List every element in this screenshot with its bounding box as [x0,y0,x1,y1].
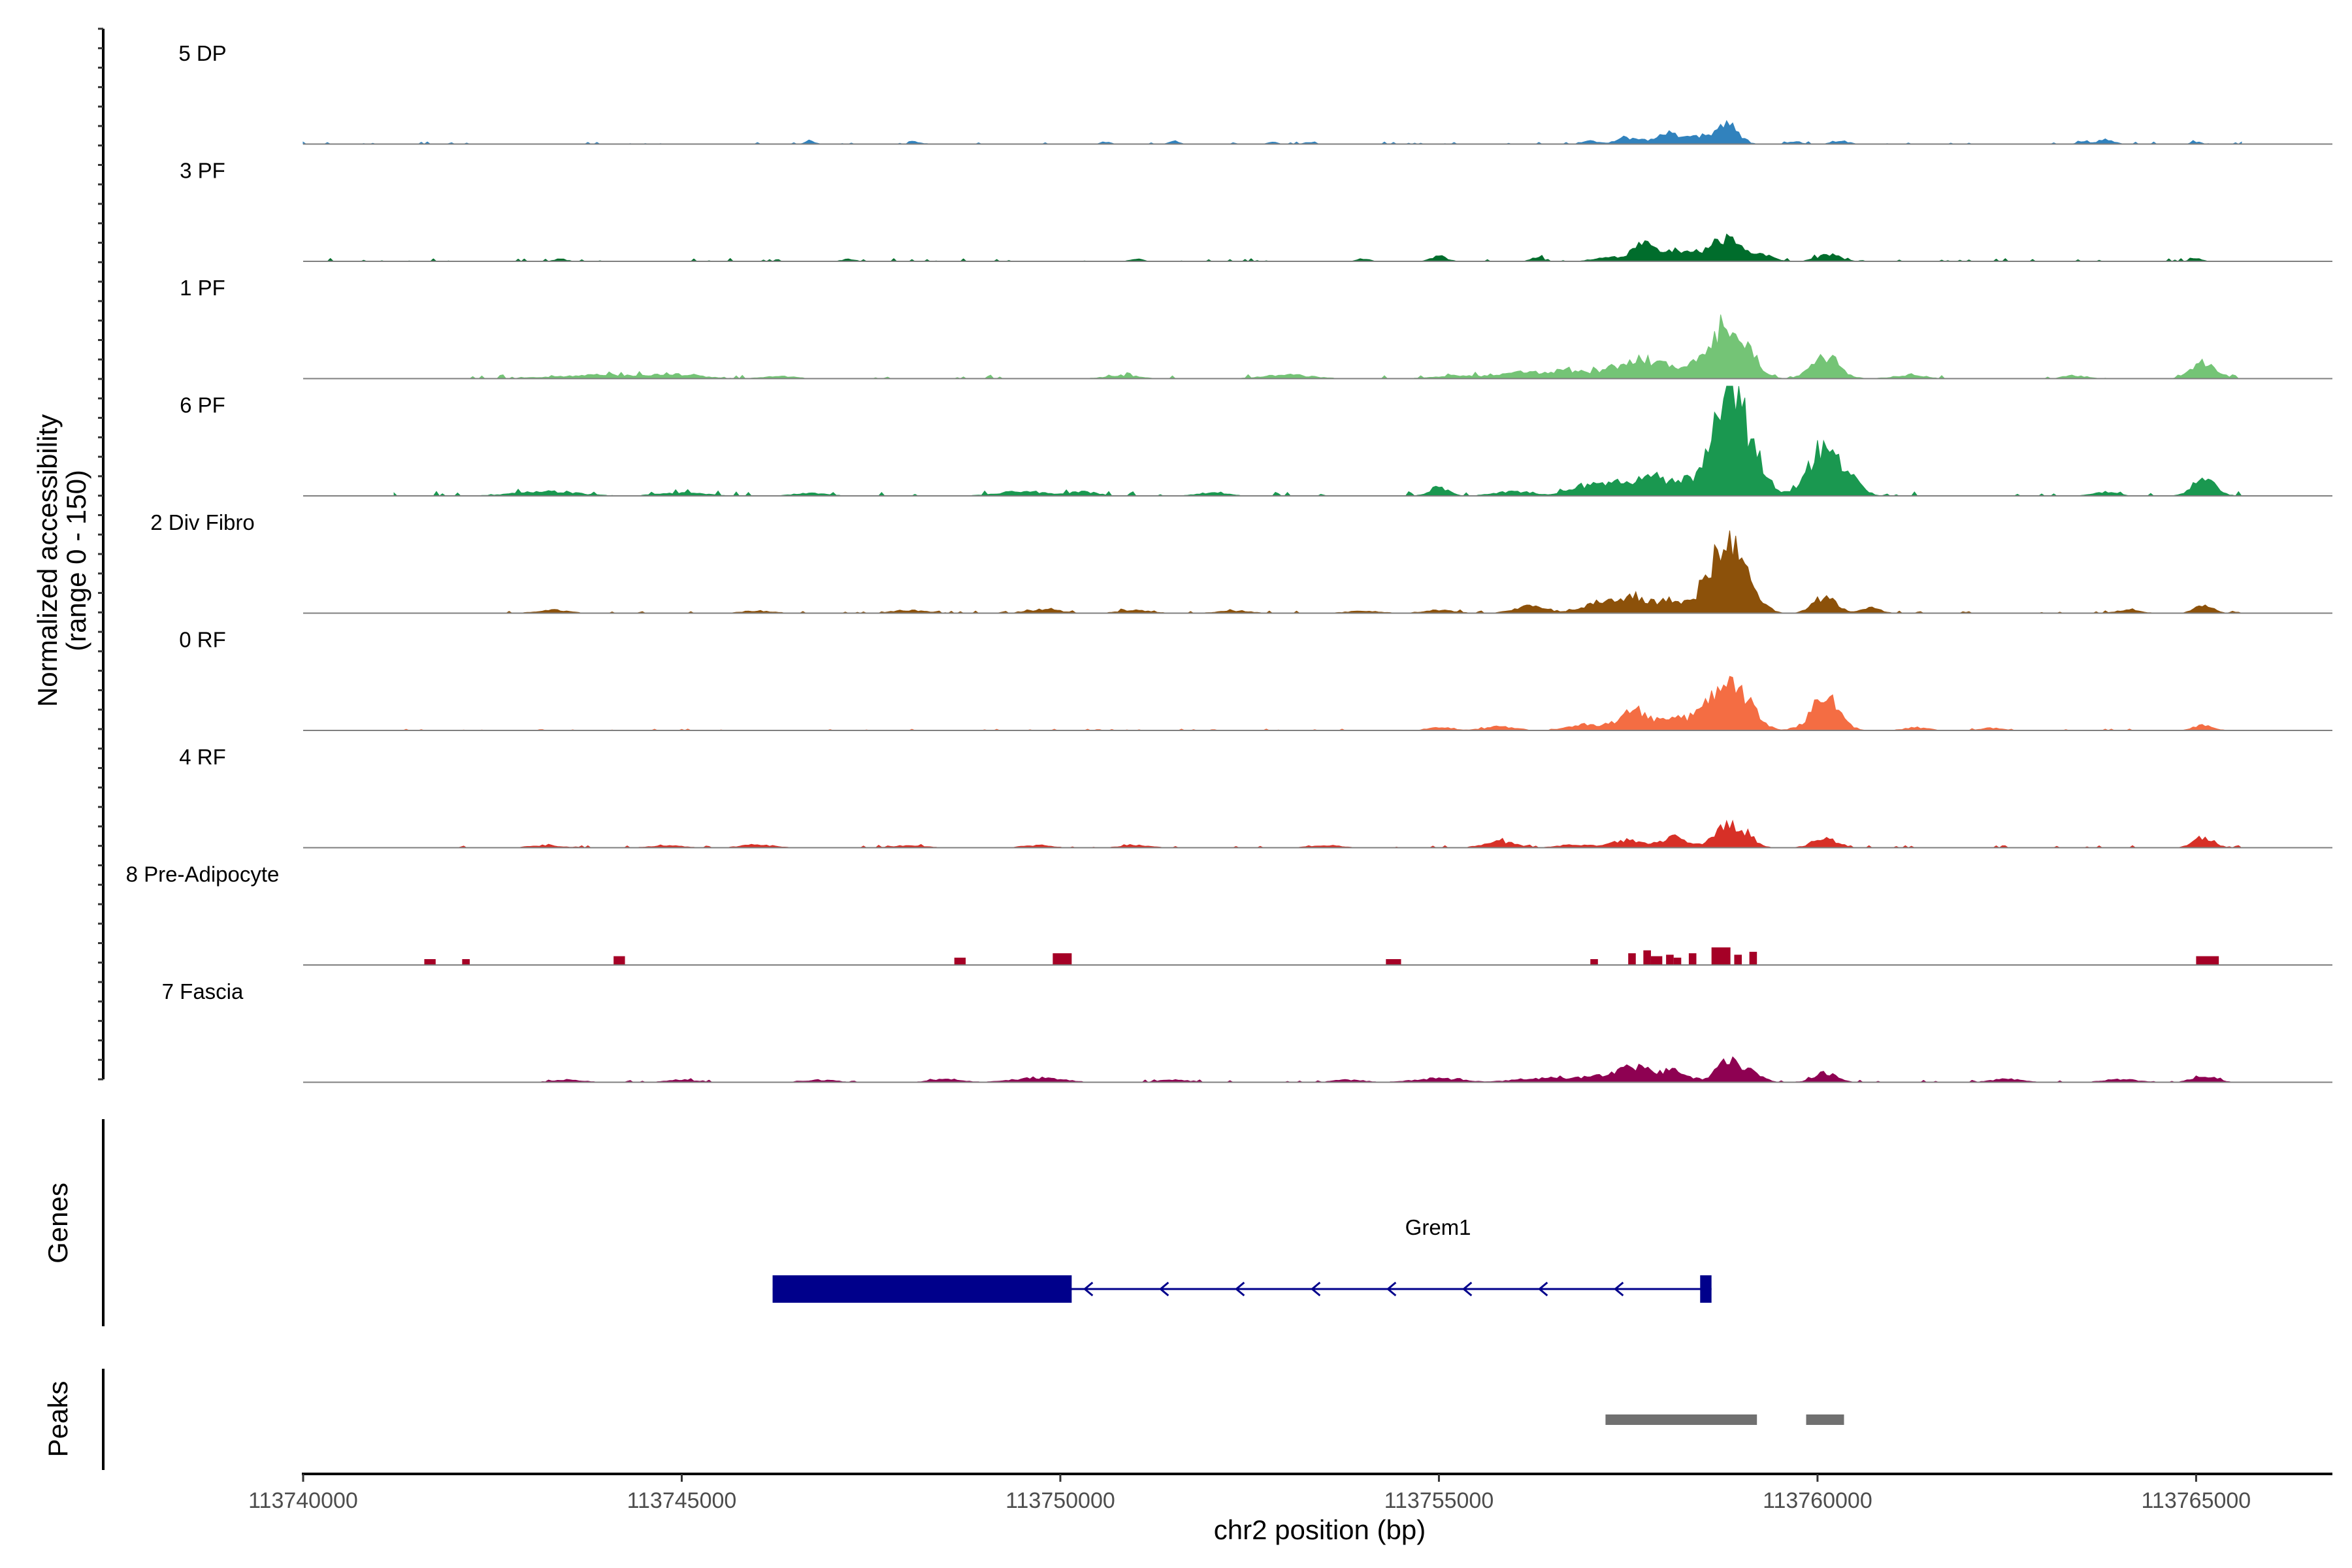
coverage-area [302,120,2242,145]
gene-name-label: Grem1 [1405,1215,1471,1239]
x-axis: 113740000 113745000 113750000 113755000 1137… [248,1473,2332,1513]
gene-grem1: Grem1 [772,1215,1712,1303]
track-0-rf: 0 RF [179,628,2332,731]
coverage-block [1673,957,1682,965]
peak-region [1605,1414,1757,1425]
coverage-y-axis-title-line1: Normalized accessibility [32,414,63,707]
coverage-block [1711,947,1731,965]
x-tick-label: 113760000 [1763,1488,1872,1513]
strand-arrow [1083,1281,1094,1297]
coverage-area [303,233,2242,262]
track-3-pf: 3 PF [180,159,2332,262]
coverage-block [1734,955,1742,965]
track-4-rf: 4 RF [179,745,2332,849]
coverage-area [393,385,2242,497]
track-label: 5 DP [178,41,226,65]
coverage-tracks: 5 DP 3 PF 1 PF 6 PF 2 Div Fibro 0 RF 4 RF 8 Pre… [126,41,2332,1083]
coverage-block [1643,950,1651,965]
genes-track-label: Genes [42,1183,73,1264]
coverage-block [424,959,436,965]
coverage-y-axis-title-line2: (range 0 - 150) [61,470,91,651]
coverage-block [1628,953,1636,965]
coverage-area [454,1056,2242,1083]
track-label: 1 PF [180,276,225,300]
track-1-pf: 1 PF [180,276,2332,380]
gene-exon [1700,1275,1712,1303]
track-label: 4 RF [179,745,226,769]
coverage-block [954,957,966,965]
coverage-block [1650,956,1663,965]
x-tick-label: 113740000 [248,1488,358,1513]
track-label: 6 PF [180,393,225,417]
track-8-pre-adipocyte: 8 Pre-Adipocyte [126,862,2332,966]
peaks-track [1605,1414,1844,1425]
track-6-pf: 6 PF [180,385,2332,497]
track-label: 8 Pre-Adipocyte [126,862,280,887]
strand-arrow [1234,1281,1245,1297]
coverage-area [439,531,2242,614]
peaks-track-label: Peaks [42,1381,73,1458]
coverage-area [454,819,2243,849]
x-tick-label: 113755000 [1384,1488,1494,1513]
track-2-div-fibro: 2 Div Fibro [150,510,2332,614]
coverage-block [1749,951,1757,965]
x-tick-label: 113750000 [1005,1488,1115,1513]
strand-arrow [1386,1281,1397,1297]
track-5-dp: 5 DP [178,41,2332,145]
strand-arrow [1158,1281,1169,1297]
coverage-area [394,676,2242,731]
track-label: 2 Div Fibro [150,510,255,534]
coverage-block [1053,953,1072,965]
strand-arrow [1462,1281,1473,1297]
coverage-block [1590,959,1598,965]
track-label: 0 RF [179,628,226,652]
coverage-block [2196,956,2219,965]
coverage-y-axis [98,27,105,1081]
x-tick-label: 113765000 [2142,1488,2251,1513]
strand-arrow [1310,1281,1321,1297]
coverage-block [1666,955,1674,965]
coverage-block [462,959,470,965]
x-axis-title: chr2 position (bp) [1214,1514,1426,1545]
coverage-block [1386,959,1401,965]
genes-track: Grem1 [772,1215,1712,1303]
track-label: 3 PF [180,159,225,183]
track-label: 7 Fascia [162,979,244,1004]
x-tick-label: 113745000 [627,1488,737,1513]
strand-arrow [1613,1281,1624,1297]
gene-exon [772,1275,1072,1303]
strand-arrow [1537,1281,1548,1297]
track-7-fascia: 7 Fascia [162,979,2332,1083]
coverage-area [394,314,2242,380]
peak-region [1806,1414,1844,1425]
coverage-block [1688,953,1697,965]
coverage-block [613,956,625,965]
